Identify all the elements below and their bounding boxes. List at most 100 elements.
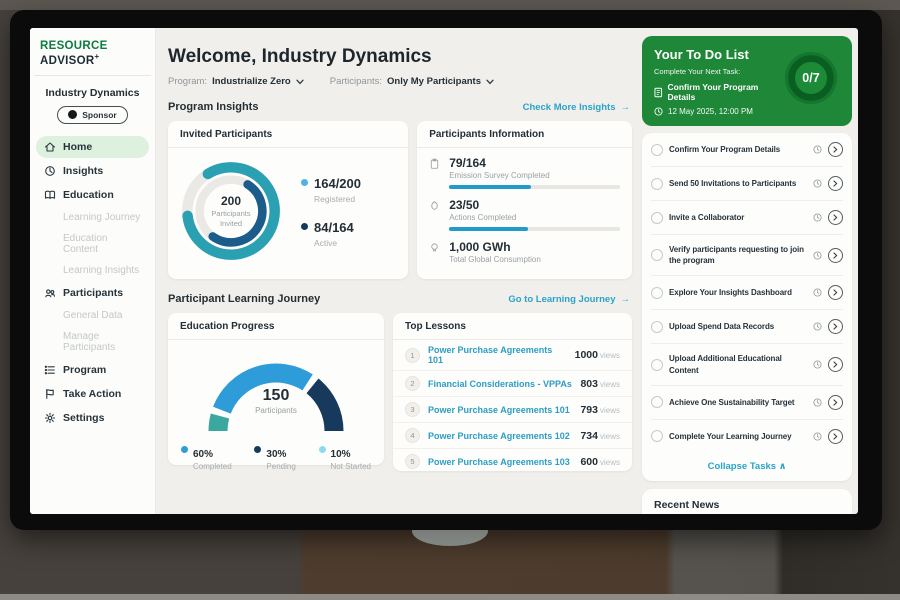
lesson-row[interactable]: 3 Power Purchase Agreements 101 793 views	[393, 397, 632, 423]
chevron-right-icon[interactable]	[828, 319, 843, 335]
sidebar-item-participants[interactable]: Participants	[36, 282, 149, 304]
registered-label: Registered	[314, 193, 356, 204]
invited-total-label: Participants Invited	[211, 208, 251, 228]
actions-label: Actions Completed	[449, 213, 517, 222]
task-checkbox[interactable]	[651, 286, 663, 299]
card-title: Education Progress	[168, 313, 384, 340]
task-checkbox[interactable]	[651, 143, 663, 156]
sidebar-item-learning-journey[interactable]: Learning Journey	[36, 208, 149, 227]
sidebar-item-manage-participants[interactable]: Manage Participants	[36, 327, 149, 357]
people-icon	[44, 287, 56, 299]
clock-icon	[813, 322, 822, 331]
go-to-learning-journey-link[interactable]: Go to Learning Journey →	[508, 294, 630, 305]
actions-progress-track	[449, 227, 620, 231]
sidebar-item-label: Settings	[63, 411, 105, 424]
task-row[interactable]: Verify participants requesting to join t…	[651, 234, 843, 275]
chevron-right-icon[interactable]	[828, 142, 843, 157]
task-row[interactable]: Explore Your Insights Dashboard	[651, 275, 843, 309]
lesson-link[interactable]: Power Purchase Agreements 101	[428, 404, 570, 415]
brand-logo: RESOURCE ADVISOR+	[34, 38, 151, 76]
sidebar-item-program[interactable]: Program	[36, 359, 149, 381]
lesson-row[interactable]: 4 Power Purchase Agreements 102 734 views	[393, 423, 632, 449]
page-title: Welcome, Industry Dynamics	[168, 46, 432, 67]
task-row[interactable]: Achieve One Sustainability Target	[651, 384, 843, 419]
collapse-tasks-link[interactable]: Collapse Tasks ∧	[651, 453, 843, 481]
task-row[interactable]: Send 50 Invitations to Participants	[651, 166, 843, 200]
info-row-consumption: 1,000 GWh Total Global Consumption	[429, 235, 620, 268]
chevron-down-icon	[486, 79, 494, 84]
sidebar-item-insights[interactable]: Insights	[36, 160, 149, 182]
lesson-link[interactable]: Power Purchase Agreements 102	[428, 430, 570, 441]
sidebar-item-home[interactable]: Home	[36, 135, 149, 158]
task-checkbox[interactable]	[651, 211, 663, 224]
invited-participants-card: Invited Participants 200 Participants In…	[168, 121, 409, 279]
lesson-views: 1000 views	[574, 349, 620, 361]
lesson-link[interactable]: Power Purchase Agreements 103	[428, 456, 570, 467]
task-row[interactable]: Upload Spend Data Records	[651, 309, 843, 343]
task-row[interactable]: Upload Additional Educational Content	[651, 343, 843, 384]
chevron-right-icon[interactable]	[828, 285, 843, 301]
task-checkbox[interactable]	[651, 320, 663, 333]
lesson-row[interactable]: 1 Power Purchase Agreements 101 1000 view…	[393, 340, 632, 371]
program-dropdown[interactable]: Program: Industrialize Zero	[168, 76, 304, 87]
lesson-link[interactable]: Financial Considerations - VPPAs	[428, 378, 572, 389]
task-checkbox[interactable]	[651, 430, 663, 443]
link-label: Check More Insights	[522, 101, 616, 113]
sponsor-icon	[68, 110, 78, 120]
todo-summary-card: Your To Do List Complete Your Next Task:…	[642, 36, 852, 126]
sidebar-item-general-data[interactable]: General Data	[36, 306, 149, 325]
task-row[interactable]: Complete Your Learning Journey	[651, 418, 843, 453]
sponsor-label: Sponsor	[82, 109, 117, 120]
lesson-row[interactable]: 5 Power Purchase Agreements 103 600 views	[393, 449, 632, 474]
sidebar-item-label: Learning Journey	[63, 211, 141, 223]
legend-completed: 60% Completed	[181, 444, 232, 471]
sidebar-item-education[interactable]: Education	[36, 184, 149, 206]
legend-not-started: 10% Not Started	[318, 444, 371, 471]
task-label: Send 50 Invitations to Participants	[669, 178, 797, 188]
not-started-label: Not Started	[330, 462, 371, 471]
org-name: Industry Dynamics	[45, 86, 140, 99]
task-checkbox[interactable]	[651, 177, 663, 190]
survey-value: 79/164	[449, 156, 486, 170]
invited-body: 200 Participants Invited 164/200 Registe…	[168, 148, 408, 274]
task-checkbox[interactable]	[651, 396, 663, 409]
participants-dropdown[interactable]: Participants: Only My Participants	[330, 76, 494, 87]
sidebar-item-settings[interactable]: Settings	[36, 407, 149, 429]
sidebar-item-label: Program	[63, 363, 107, 376]
filters-row: Program: Industrialize Zero Participants…	[168, 76, 632, 87]
todo-next-task[interactable]: Confirm Your Program Details	[654, 82, 782, 102]
task-row[interactable]: Invite a Collaborator	[651, 200, 843, 234]
actions-value: 23/50	[449, 198, 480, 212]
education-progress-card: Education Progress 150 Participants 60% …	[168, 313, 384, 471]
lesson-row[interactable]: 2 Financial Considerations - VPPAs 803 vi…	[393, 371, 632, 397]
survey-progress-fill	[449, 185, 532, 189]
sidebar-item-learning-insights[interactable]: Learning Insights	[36, 261, 149, 280]
rank-badge: 1	[405, 347, 420, 363]
chevron-right-icon[interactable]	[828, 394, 843, 410]
pending-dot-icon	[254, 446, 262, 453]
active-dot-icon	[301, 222, 308, 230]
chevron-right-icon[interactable]	[828, 357, 843, 373]
chevron-right-icon[interactable]	[828, 428, 843, 444]
arrow-right-icon: →	[620, 101, 631, 113]
due-date-label: 12 May 2025, 12:00 PM	[668, 107, 753, 116]
sidebar-nav: Home Insights Education Learning Journey…	[34, 135, 151, 429]
not-started-pct: 10%	[330, 449, 351, 460]
chevron-right-icon[interactable]	[828, 176, 843, 191]
task-row[interactable]: Confirm Your Program Details	[651, 133, 843, 166]
chevron-right-icon[interactable]	[828, 210, 843, 225]
lesson-link[interactable]: Power Purchase Agreements 101	[428, 345, 553, 365]
survey-label: Emission Survey Completed	[449, 171, 550, 180]
check-more-insights-link[interactable]: Check More Insights →	[523, 102, 630, 113]
task-checkbox[interactable]	[651, 358, 663, 371]
completed-pct: 60%	[193, 449, 214, 460]
recent-news-title: Recent News	[654, 499, 840, 514]
chevron-up-icon: ∧	[778, 460, 787, 472]
sidebar-item-education-content[interactable]: Education Content	[36, 229, 149, 259]
sponsor-badge[interactable]: Sponsor	[57, 105, 128, 124]
program-insights-header: Program Insights Check More Insights →	[168, 101, 630, 113]
chevron-right-icon[interactable]	[828, 247, 843, 263]
task-checkbox[interactable]	[651, 249, 663, 262]
sidebar: RESOURCE ADVISOR+ Industry Dynamics Spon…	[30, 28, 156, 514]
sidebar-item-take-action[interactable]: Take Action	[36, 383, 149, 405]
